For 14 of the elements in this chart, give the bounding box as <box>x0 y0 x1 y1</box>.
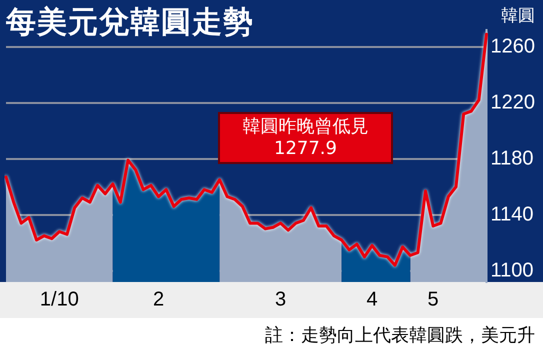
x-tick-label: 3 <box>275 288 286 311</box>
x-tick-label: 4 <box>366 288 378 311</box>
y-tick-label: 1260 <box>490 35 536 58</box>
y-tick-label: 1100 <box>490 259 534 282</box>
y-tick-label: 1220 <box>490 91 536 114</box>
x-tick-label: 5 <box>428 288 439 311</box>
x-tick-label: 2 <box>152 288 164 311</box>
annotation: 韓圓昨晚曾低見 1277.9 <box>218 112 393 164</box>
chart-title: 每美元兌韓圓走勢 <box>6 4 254 42</box>
y-axis-title: 韓圓 <box>501 5 535 27</box>
y-tick-label: 1180 <box>490 147 534 170</box>
x-tick-label: 1/10 <box>40 288 79 311</box>
text: 註：走勢向上代表韓圓跌，美元升 <box>264 324 535 348</box>
y-tick-label: 1140 <box>490 203 534 226</box>
